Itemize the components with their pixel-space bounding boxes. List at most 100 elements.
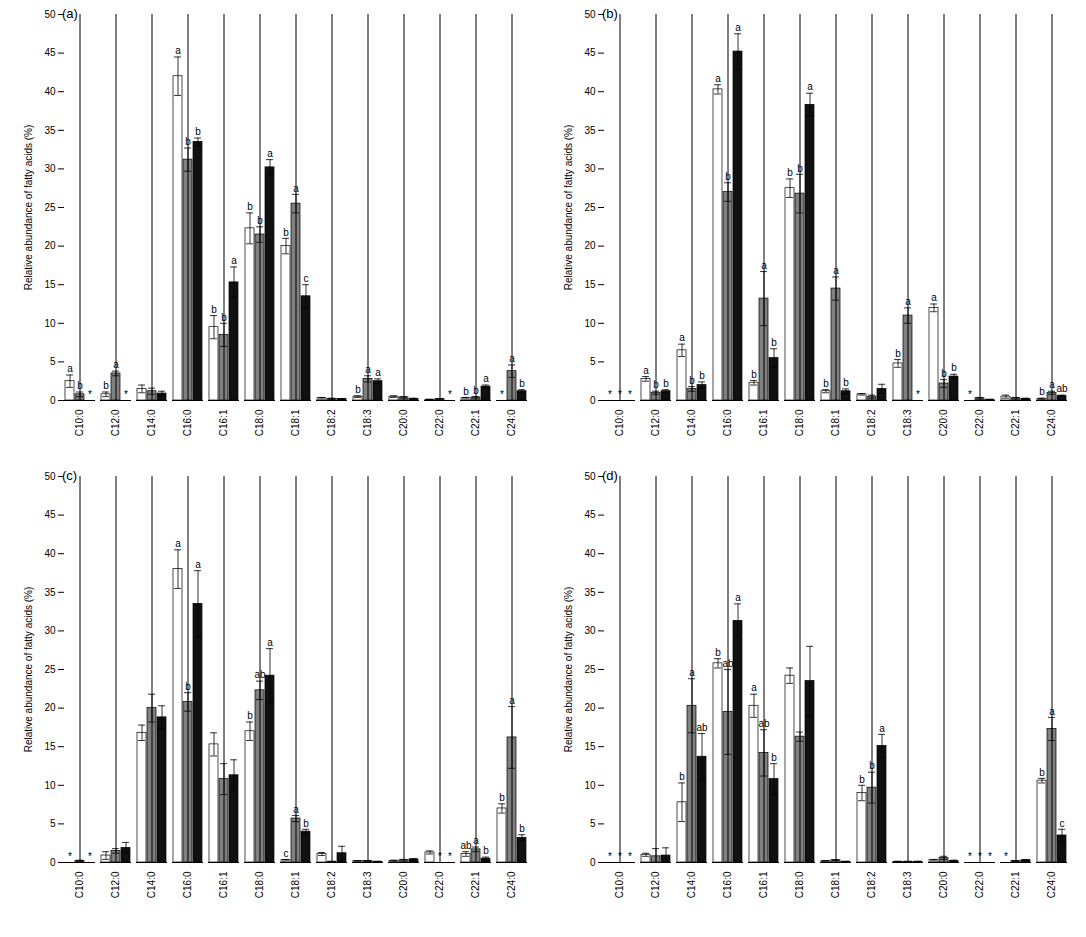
svg-text:C18:2: C18:2 [326, 871, 337, 898]
svg-text:a: a [375, 367, 381, 378]
svg-text:a: a [267, 637, 273, 648]
svg-text:C22:1: C22:1 [1010, 409, 1021, 436]
svg-text:10: 10 [584, 780, 596, 791]
svg-text:a: a [735, 22, 741, 33]
svg-text:b: b [771, 752, 777, 763]
svg-text:a: a [483, 373, 489, 384]
svg-text:b: b [787, 167, 793, 178]
svg-text:C14:0: C14:0 [146, 409, 157, 436]
svg-text:C18:1: C18:1 [290, 409, 301, 436]
svg-text:C18:3: C18:3 [362, 409, 373, 436]
svg-text:*: * [500, 389, 504, 400]
svg-text:C22:1: C22:1 [470, 871, 481, 898]
svg-text:C16:1: C16:1 [758, 409, 769, 436]
svg-text:45: 45 [44, 47, 56, 58]
svg-text:C16:0: C16:0 [722, 409, 733, 436]
svg-text:C24:0: C24:0 [506, 871, 517, 898]
svg-text:C14:0: C14:0 [686, 409, 697, 436]
svg-text:30: 30 [584, 625, 596, 636]
svg-text:b: b [483, 845, 489, 856]
svg-text:*: * [608, 389, 612, 400]
svg-text:b: b [895, 348, 901, 359]
svg-text:c: c [1060, 818, 1065, 829]
svg-text:b: b [519, 823, 525, 834]
svg-text:C22:1: C22:1 [470, 409, 481, 436]
svg-text:a: a [751, 682, 757, 693]
svg-text:b: b [103, 380, 109, 391]
svg-text:C22:0: C22:0 [434, 409, 445, 436]
svg-text:a: a [267, 148, 273, 159]
svg-text:b: b [771, 337, 777, 348]
svg-text:C22:0: C22:0 [434, 871, 445, 898]
svg-text:50: 50 [584, 9, 596, 20]
svg-text:C20:0: C20:0 [938, 871, 949, 898]
svg-text:45: 45 [44, 509, 56, 520]
svg-text:b: b [951, 362, 957, 373]
svg-text:C16:0: C16:0 [722, 871, 733, 898]
svg-text:C16:0: C16:0 [182, 871, 193, 898]
svg-text:C18:0: C18:0 [254, 409, 265, 436]
svg-text:b: b [519, 378, 525, 389]
svg-text:*: * [1004, 851, 1008, 862]
svg-text:C18:1: C18:1 [290, 871, 301, 898]
svg-text:a: a [931, 292, 937, 303]
svg-text:0: 0 [50, 395, 56, 406]
svg-text:0: 0 [590, 857, 596, 868]
svg-text:15: 15 [44, 279, 56, 290]
svg-text:C16:1: C16:1 [218, 871, 229, 898]
svg-text:15: 15 [44, 741, 56, 752]
svg-text:Relative abundance of fatty ac: Relative abundance of fatty acids (%) [563, 125, 574, 291]
svg-text:20: 20 [584, 240, 596, 251]
svg-text:*: * [448, 851, 452, 862]
svg-text:C18:0: C18:0 [794, 871, 805, 898]
svg-text:Relative abundance of fatty ac: Relative abundance of fatty acids (%) [23, 125, 34, 291]
svg-text:25: 25 [44, 664, 56, 675]
svg-text:ab: ab [1056, 383, 1068, 394]
svg-text:a: a [175, 45, 181, 56]
svg-text:b: b [1039, 386, 1045, 397]
svg-text:ab: ab [696, 722, 708, 733]
svg-text:ab: ab [460, 840, 472, 851]
svg-text:Relative abundance of fatty ac: Relative abundance of fatty acids (%) [563, 587, 574, 753]
svg-text:C12:0: C12:0 [650, 409, 661, 436]
svg-text:50: 50 [44, 9, 56, 20]
svg-text:40: 40 [584, 86, 596, 97]
svg-text:b: b [843, 377, 849, 388]
svg-text:30: 30 [44, 163, 56, 174]
svg-text:40: 40 [44, 86, 56, 97]
svg-text:C16:1: C16:1 [758, 871, 769, 898]
svg-text:40: 40 [44, 548, 56, 559]
svg-text:20: 20 [584, 702, 596, 713]
svg-text:b: b [715, 647, 721, 658]
svg-text:C18:3: C18:3 [902, 409, 913, 436]
svg-text:c: c [304, 273, 309, 284]
svg-text:*: * [988, 851, 992, 862]
svg-text:b: b [247, 710, 253, 721]
svg-text:C12:0: C12:0 [650, 871, 661, 898]
svg-text:b: b [823, 378, 829, 389]
svg-text:10: 10 [44, 780, 56, 791]
svg-text:a: a [735, 592, 741, 603]
svg-text:a: a [679, 332, 685, 343]
svg-text:0: 0 [50, 857, 56, 868]
svg-text:C20:0: C20:0 [398, 409, 409, 436]
svg-text:*: * [916, 389, 920, 400]
svg-text:5: 5 [590, 356, 596, 367]
svg-text:C18:1: C18:1 [830, 871, 841, 898]
svg-text:C14:0: C14:0 [146, 871, 157, 898]
svg-text:35: 35 [44, 587, 56, 598]
svg-text:C10:0: C10:0 [74, 409, 85, 436]
svg-text:C10:0: C10:0 [74, 871, 85, 898]
svg-text:C24:0: C24:0 [1046, 871, 1057, 898]
svg-text:a: a [231, 255, 237, 266]
svg-text:C22:1: C22:1 [1010, 871, 1021, 898]
svg-text:b: b [751, 369, 757, 380]
svg-text:C16:1: C16:1 [218, 409, 229, 436]
svg-text:40: 40 [584, 548, 596, 559]
svg-text:*: * [88, 389, 92, 400]
svg-text:10: 10 [584, 318, 596, 329]
svg-text:a: a [195, 559, 201, 570]
svg-text:*: * [124, 389, 128, 400]
svg-text:*: * [68, 851, 72, 862]
svg-text:35: 35 [584, 587, 596, 598]
